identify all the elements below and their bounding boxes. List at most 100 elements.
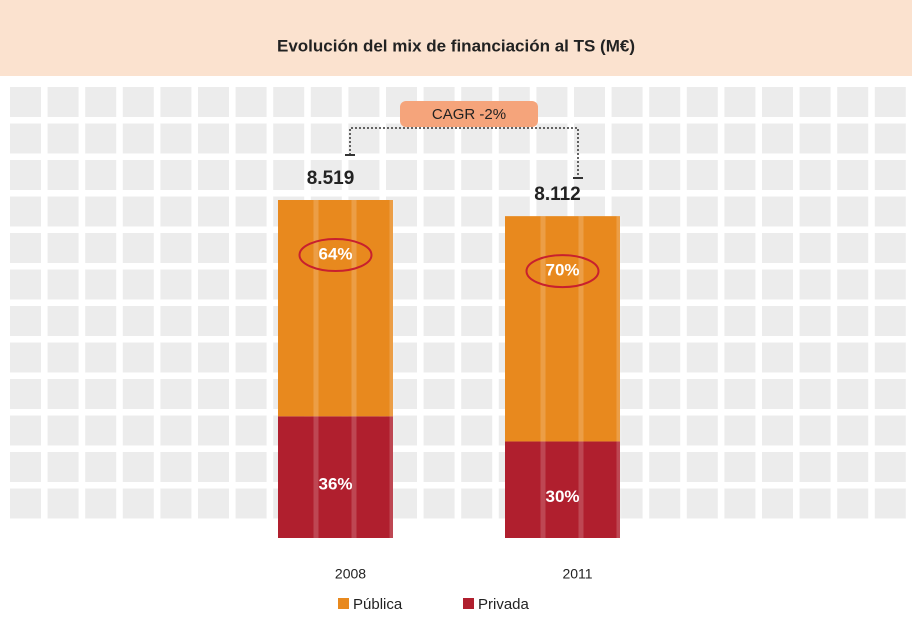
tile — [799, 160, 831, 190]
tile — [235, 233, 267, 263]
tile — [235, 342, 267, 373]
tile — [799, 196, 831, 227]
tile — [423, 379, 455, 409]
tile — [762, 306, 793, 336]
tile — [85, 452, 117, 482]
tile — [310, 87, 342, 117]
tile — [874, 306, 906, 336]
tile — [10, 379, 41, 409]
tile — [649, 379, 681, 409]
tile — [762, 87, 793, 117]
tile — [799, 415, 831, 446]
tile — [799, 87, 831, 117]
tile — [724, 488, 756, 519]
tile — [47, 160, 79, 190]
tile — [799, 452, 831, 482]
tile — [198, 160, 229, 190]
tile — [160, 488, 192, 519]
tile — [461, 488, 493, 519]
tile — [160, 306, 192, 336]
tile — [47, 415, 79, 446]
tile — [235, 87, 267, 117]
tile — [47, 452, 79, 482]
tile — [724, 269, 756, 300]
annotation-pill — [400, 101, 538, 127]
tile — [461, 342, 493, 373]
tile — [423, 269, 455, 300]
tile — [10, 123, 41, 154]
cagr-bracket — [349, 127, 579, 178]
tile — [874, 379, 906, 409]
tile — [686, 379, 718, 409]
tile — [686, 488, 718, 519]
tile — [799, 269, 831, 300]
tile — [874, 123, 906, 154]
tile — [536, 87, 568, 117]
background-tiles — [10, 87, 906, 519]
tile — [122, 123, 154, 154]
tile — [874, 196, 906, 227]
tile — [122, 342, 154, 373]
tile — [461, 269, 493, 300]
tile — [85, 306, 117, 336]
total-label: 8.112 — [534, 184, 581, 205]
tile — [574, 160, 605, 190]
tile — [874, 160, 906, 190]
tile — [574, 87, 605, 117]
tile — [198, 196, 229, 227]
tile — [799, 488, 831, 519]
tile — [160, 379, 192, 409]
header-band — [0, 0, 912, 76]
tile — [724, 342, 756, 373]
tile — [47, 488, 79, 519]
tile — [762, 415, 793, 446]
tile — [762, 269, 793, 300]
tile — [762, 233, 793, 263]
tile — [874, 87, 906, 117]
tile — [47, 196, 79, 227]
tile — [649, 269, 681, 300]
tile — [10, 233, 41, 263]
legend-swatch — [463, 598, 474, 609]
tile — [837, 196, 869, 227]
tile — [574, 123, 605, 154]
tile — [348, 160, 380, 190]
tile — [10, 488, 41, 519]
tile — [837, 452, 869, 482]
tile — [611, 123, 643, 154]
tile — [762, 196, 793, 227]
tile — [762, 379, 793, 409]
tile — [160, 452, 192, 482]
tile — [160, 87, 192, 117]
tile — [423, 452, 455, 482]
tile — [198, 415, 229, 446]
tile — [47, 123, 79, 154]
tile — [310, 123, 342, 154]
tile — [611, 160, 643, 190]
tile — [874, 415, 906, 446]
tile — [649, 342, 681, 373]
tile — [47, 269, 79, 300]
tile — [799, 342, 831, 373]
tile — [85, 123, 117, 154]
tile — [273, 87, 305, 117]
tile — [724, 452, 756, 482]
tile — [198, 269, 229, 300]
value-label: 30% — [545, 487, 579, 506]
x-tick-label: 2008 — [335, 566, 366, 582]
total-label: 8.519 — [307, 168, 355, 189]
tile — [611, 87, 643, 117]
tile — [461, 379, 493, 409]
tile — [122, 160, 154, 190]
tile — [874, 342, 906, 373]
tile — [47, 87, 79, 117]
tile — [837, 87, 869, 117]
tile — [649, 452, 681, 482]
tile — [122, 379, 154, 409]
tile — [724, 379, 756, 409]
tile — [837, 269, 869, 300]
tile — [423, 342, 455, 373]
tile — [762, 160, 793, 190]
tile — [160, 123, 192, 154]
tile — [10, 342, 41, 373]
